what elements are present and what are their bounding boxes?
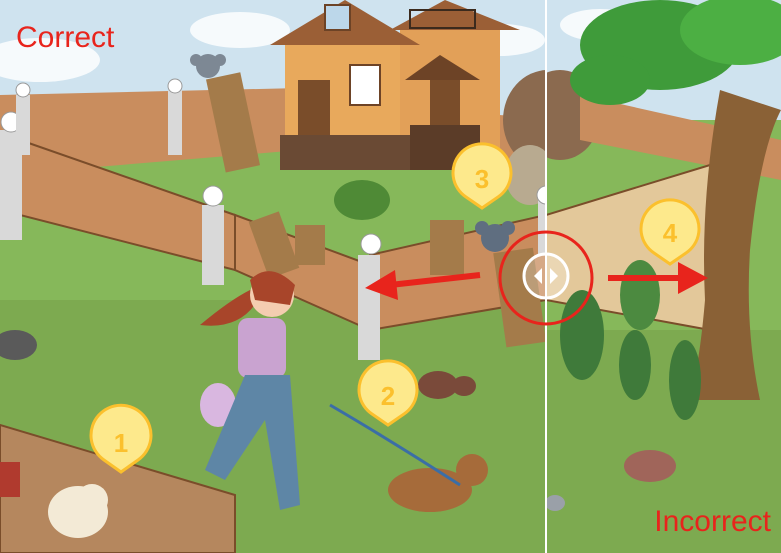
difference-marker-4[interactable]: 4	[639, 198, 701, 266]
big-tree	[570, 0, 781, 400]
incorrect-image-panel[interactable]	[520, 0, 781, 553]
girl-walking-dog	[200, 271, 300, 510]
fence-posts	[0, 78, 546, 360]
correct-image-panel[interactable]	[0, 0, 593, 553]
svg-text:3: 3	[475, 164, 489, 194]
difference-marker-1[interactable]: 1	[89, 403, 153, 474]
koala	[190, 54, 515, 252]
difference-marker-2[interactable]: 2	[357, 359, 419, 427]
bush	[334, 180, 390, 220]
svg-text:2: 2	[381, 381, 395, 411]
difference-marker-3[interactable]: 3	[451, 142, 513, 210]
incorrect-label: Incorrect	[654, 505, 771, 538]
white-puppy	[48, 484, 108, 538]
svg-text:4: 4	[663, 218, 678, 248]
svg-text:1: 1	[114, 428, 128, 458]
difference-arrows	[365, 262, 708, 300]
brown-dog	[329, 403, 488, 512]
correct-label: Correct	[16, 21, 115, 54]
left-right-arrows-icon[interactable]	[498, 230, 594, 326]
